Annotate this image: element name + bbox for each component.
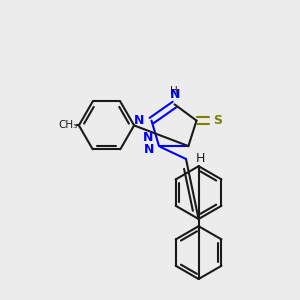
Text: CH₃: CH₃ [58,120,77,130]
Text: N: N [143,131,154,144]
Text: N: N [169,88,180,101]
Text: S: S [213,114,222,127]
Text: N: N [143,143,154,156]
Text: N: N [134,114,144,127]
Text: H: H [196,152,205,165]
Text: H: H [170,86,178,96]
